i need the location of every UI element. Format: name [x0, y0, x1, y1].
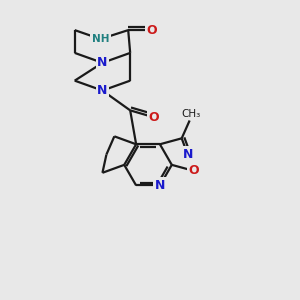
Text: N: N — [97, 84, 108, 97]
Text: O: O — [149, 111, 159, 124]
Text: N: N — [97, 56, 108, 69]
Text: O: O — [188, 164, 199, 177]
Text: N: N — [182, 148, 193, 161]
Text: N: N — [155, 179, 165, 192]
Text: CH₃: CH₃ — [181, 109, 200, 118]
Text: NH: NH — [92, 34, 109, 44]
Text: O: O — [147, 24, 157, 37]
